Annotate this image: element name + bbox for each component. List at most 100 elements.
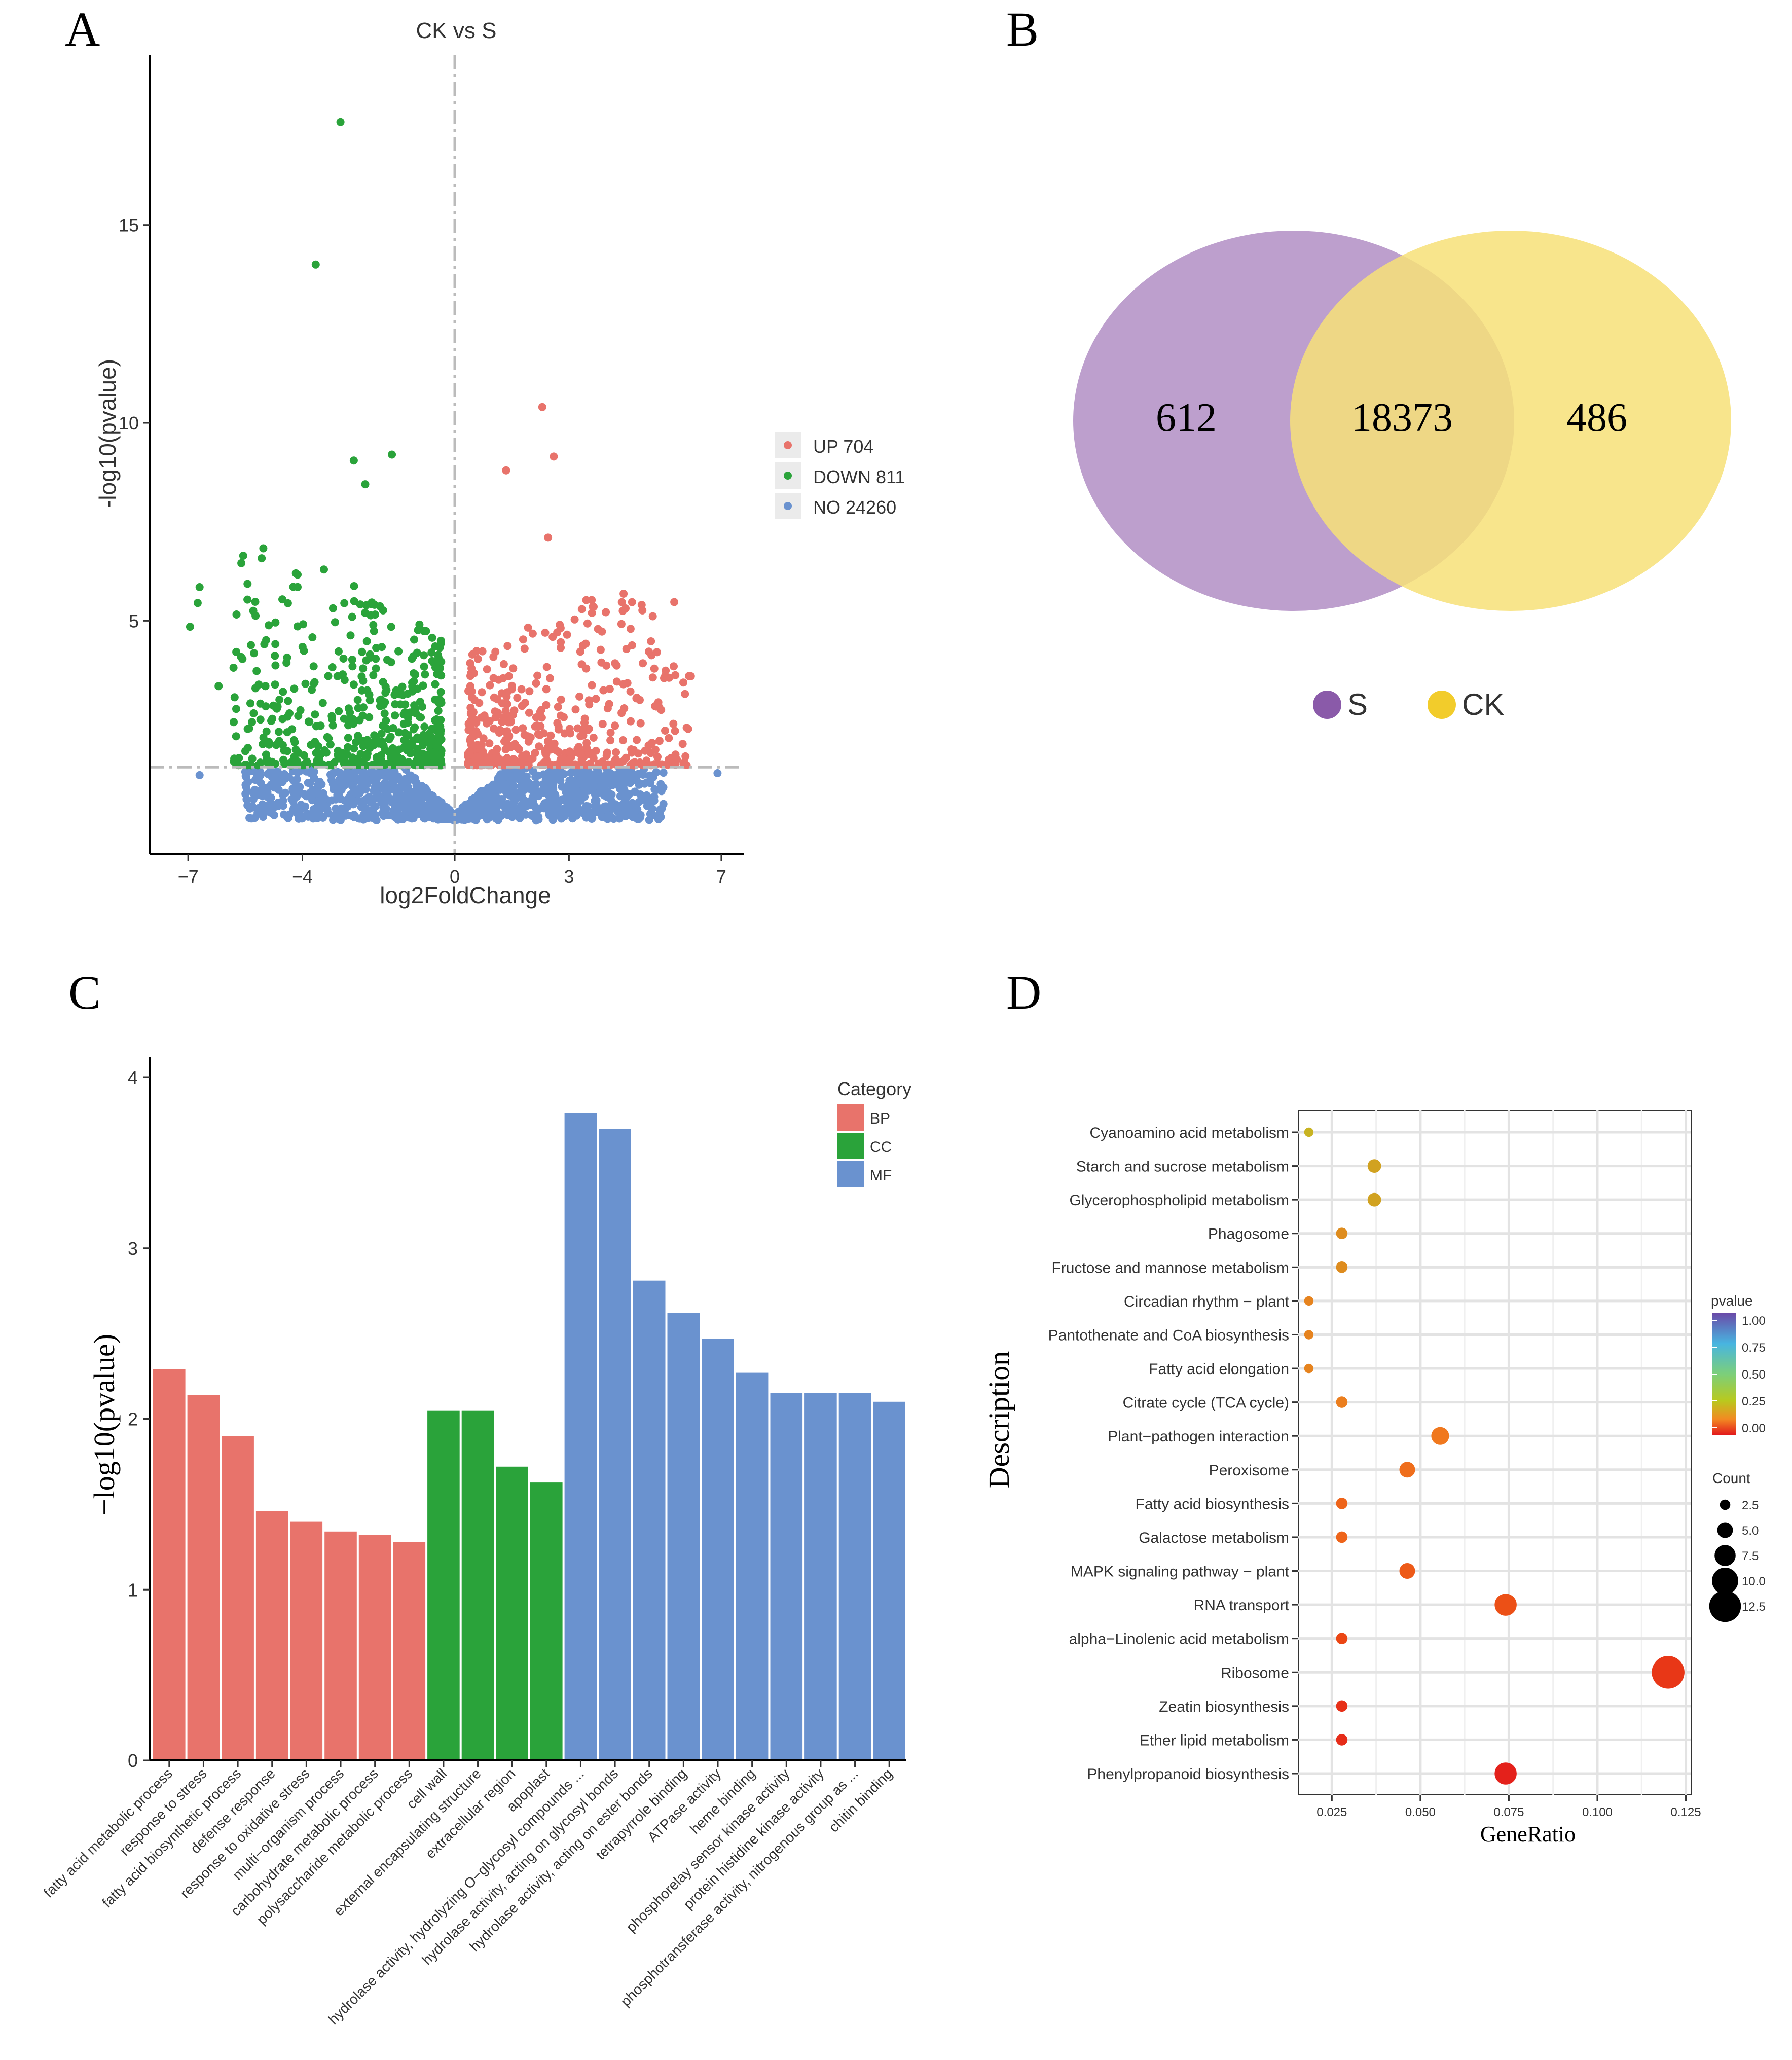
pvalue-tick-label: 1.00 [1742,1314,1766,1328]
volcano-point [654,815,663,823]
dot-category-label: Citrate cycle (TCA cycle) [1123,1395,1289,1412]
volcano-point [519,635,527,644]
volcano-point [479,734,488,743]
dot-category-label: Zeatin biosynthesis [1159,1698,1289,1715]
volcano-point [510,740,519,748]
volcano-point [410,677,418,685]
volcano-point [655,737,664,745]
volcano-point [467,664,476,673]
volcano-point [385,795,393,804]
count-legend-label: 10.0 [1742,1575,1766,1588]
volcano-point [480,711,489,720]
volcano-point [413,802,421,811]
volcano-point [369,776,377,784]
volcano-point [531,802,539,811]
volcano-point [546,805,555,814]
volcano-point [596,645,605,654]
volcano-point [232,647,241,656]
volcano-point [318,799,326,807]
volcano-point [237,559,246,567]
count-legend-dot [1709,1590,1741,1622]
volcano-point [463,815,472,823]
go-bar [290,1521,323,1760]
volcano-point [566,729,574,738]
volcano-point [554,748,563,756]
volcano-point [606,811,614,819]
volcano-point [301,679,310,688]
volcano-point [436,688,445,696]
volcano-point [647,637,655,645]
volcano-point [328,663,337,671]
dot-category-label: Starch and sucrose metabolism [1076,1159,1289,1175]
volcano-point [528,629,537,638]
volcano-point [499,660,508,668]
volcano-point [310,774,318,782]
volcano-point [359,664,368,673]
volcano-point [491,647,500,656]
volcano-point [391,801,399,810]
volcano-point [361,608,370,617]
volcano-point [431,663,440,672]
volcano-point [536,722,545,731]
volcano-point [420,722,429,731]
volcano-point [532,679,540,688]
dot-x-tick-label: 0.075 [1493,1805,1524,1819]
volcano-point [278,790,287,799]
volcano-point [588,608,596,617]
volcano-point [379,606,387,615]
count-legend-label: 7.5 [1742,1549,1759,1563]
volcano-point [508,807,517,815]
pvalue-tick-label: 0.00 [1742,1422,1766,1435]
volcano-point [271,680,279,689]
volcano-outlier-point [538,403,546,411]
volcano-point [354,732,362,740]
volcano-point [661,727,669,735]
go-bar [667,1313,700,1760]
volcano-point [503,727,511,736]
volcano-point [421,670,429,679]
volcano-point [520,731,529,739]
volcano-point [653,752,662,761]
pvalue-tick-label: 0.25 [1742,1395,1766,1408]
volcano-point [245,724,253,733]
volcano-point [662,666,670,675]
volcano-point [612,748,620,756]
volcano-outlier-point [195,583,204,591]
volcano-point [399,792,408,801]
volcano-point [324,734,333,743]
volcano-point [369,621,378,629]
volcano-point [548,816,557,824]
volcano-point [414,626,422,634]
pathway-dot [1336,1531,1348,1543]
dot-category-label: Glycerophospholipid metabolism [1069,1192,1289,1209]
volcano-point [473,804,482,813]
volcano-point [636,790,645,799]
volcano-point [248,754,257,763]
volcano-point [301,802,309,811]
volcano-point [605,684,614,693]
volcano-point [650,797,659,805]
volcano-point [304,717,313,726]
volcano-point [650,664,659,673]
volcano-point [415,810,423,818]
volcano-y-label: -log10(pvalue) [94,359,121,508]
go-bar [255,1511,288,1760]
volcano-point [232,732,240,741]
volcano-point [318,699,327,707]
volcano-point [258,784,267,792]
volcano-point [396,700,405,709]
pathway-dot [1336,1633,1348,1644]
volcano-point [340,782,348,790]
dot-category-label: Circadian rhythm − plant [1124,1293,1290,1310]
volcano-point [362,656,371,665]
volcano-point [279,796,287,805]
panel-label-a: A [65,2,100,56]
volcano-point [434,707,443,715]
volcano-point [607,790,616,799]
volcano-point [372,655,380,663]
dot-x-tick-label: 0.025 [1316,1805,1347,1819]
dot-category-label: Fructose and mannose metabolism [1051,1259,1289,1276]
volcano-point [404,731,412,739]
volcano-point [669,719,678,728]
volcano-point [480,756,489,765]
